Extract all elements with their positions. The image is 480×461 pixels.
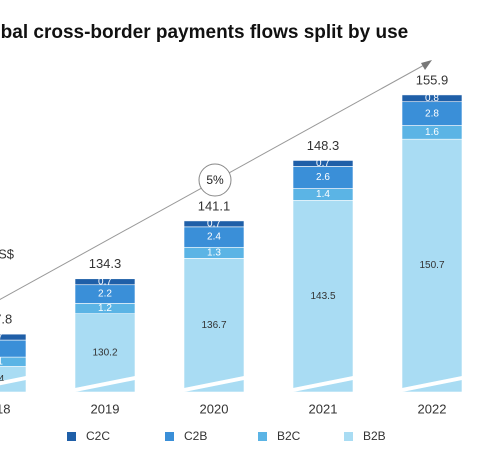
bar-segment	[0, 356, 27, 367]
axis-break	[293, 376, 353, 392]
legend-swatch	[258, 432, 267, 441]
segment-label: 0.7	[316, 158, 330, 169]
segment-label: 1.2	[98, 303, 112, 314]
total-label: 155.9	[416, 72, 449, 87]
bar-segment	[292, 160, 354, 167]
segment-label: 1.3	[207, 247, 221, 258]
segment-label: 0.7	[0, 332, 3, 343]
legend-label: B2C	[277, 429, 301, 443]
bar-segment	[74, 278, 136, 286]
total-label: 134.3	[89, 256, 122, 271]
legend-label: C2C	[86, 429, 110, 443]
legend-label: C2B	[184, 429, 207, 443]
x-tick-label: 2020	[200, 401, 229, 416]
x-tick-label: 2018	[0, 401, 10, 416]
bar-segment	[292, 200, 354, 393]
legend-label: B2B	[363, 429, 386, 443]
segment-label: 0.7	[98, 276, 112, 287]
cagr-label: 5%	[206, 173, 224, 187]
legend-swatch	[67, 432, 76, 441]
arrow-head	[421, 60, 432, 70]
segment-label: 1.6	[425, 127, 439, 138]
segment-label: 124	[0, 374, 5, 385]
segment-label: 1.1	[0, 356, 3, 367]
segment-label: 143.5	[310, 291, 335, 302]
segment-label: 2.6	[316, 172, 330, 183]
x-tick-label: 2022	[418, 401, 447, 416]
legend-swatch	[165, 432, 174, 441]
legend-swatch	[344, 432, 353, 441]
x-tick-label: 2021	[309, 401, 338, 416]
axis-break	[184, 376, 244, 392]
cagr-circle	[198, 163, 232, 197]
bar-segment	[401, 138, 463, 393]
bar-segment	[401, 94, 463, 103]
axis-break	[402, 376, 462, 392]
axis-break	[75, 376, 135, 392]
bar-segment	[183, 258, 245, 393]
segment-label: 150.7	[419, 260, 444, 271]
axis-break	[0, 376, 26, 386]
bar-segment	[183, 220, 245, 228]
bar-segment	[0, 339, 27, 358]
total-label: 148.3	[307, 138, 340, 153]
segment-label: 2.2	[98, 289, 112, 300]
segment-label: 0.8	[425, 93, 439, 104]
segment-label: 136.7	[201, 320, 226, 331]
segment-label: 130.2	[92, 347, 117, 358]
chart-title: Global cross-border payments flows split…	[0, 22, 408, 43]
segment-label: 1.4	[316, 189, 330, 200]
segment-label: 2.8	[425, 108, 439, 119]
total-label: 141.1	[198, 198, 231, 213]
total-label: 127.8	[0, 312, 12, 327]
segment-label: 0.7	[207, 219, 221, 230]
segment-label: 2.4	[207, 232, 221, 243]
x-tick-label: 2019	[91, 401, 120, 416]
unit-label: US$	[0, 246, 15, 261]
bar-segment	[0, 333, 27, 341]
